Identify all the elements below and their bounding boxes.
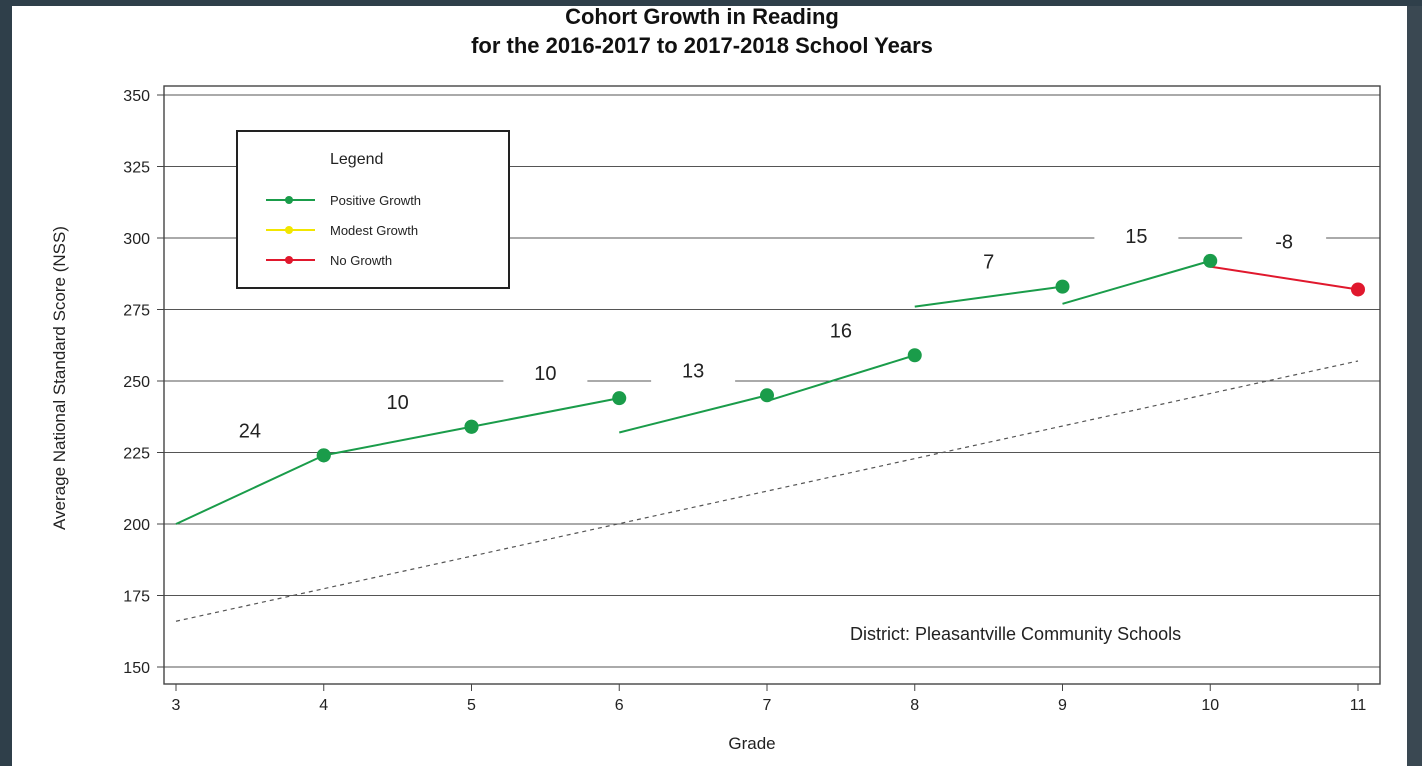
growth-label-bg-7 — [1094, 224, 1179, 249]
growth-label-2: 10 — [387, 392, 409, 414]
y-tick-label-300: 300 — [123, 231, 150, 248]
x-tick-label-6: 6 — [615, 697, 624, 714]
cohort-growth-chart: Cohort Growth in Reading for the 2016-20… — [50, 6, 1381, 753]
x-tick-label-3: 3 — [172, 697, 181, 714]
growth-label-1: 24 — [239, 420, 261, 442]
legend-title: Legend — [330, 151, 383, 168]
window-edge — [1407, 6, 1422, 766]
growth-label-7: 15 — [1125, 226, 1147, 248]
x-axis-ticks: 3 4 5 6 7 8 9 10 11 — [172, 684, 1367, 714]
legend: Legend Positive Growth Modest Growth No Gr… — [236, 130, 510, 289]
y-tick-label-250: 250 — [123, 374, 150, 391]
growth-segment-5 — [766, 354, 916, 402]
chart-title: Cohort Growth in Reading — [565, 6, 839, 29]
y-tick-label-200: 200 — [123, 517, 150, 534]
growth-label-bg-3 — [503, 362, 588, 387]
x-axis-label: Grade — [728, 734, 775, 753]
growth-label-6: 7 — [983, 252, 994, 274]
growth-segment-3 — [471, 397, 620, 428]
legend-items: Positive Growth Modest Growth No Growth — [266, 193, 421, 268]
growth-label-bg-5 — [798, 319, 883, 344]
reference-dotted-line — [175, 360, 1359, 622]
reference-line-group — [175, 360, 1359, 622]
legend-item-label-3: No Growth — [330, 253, 392, 268]
growth-label-bg-2 — [355, 390, 440, 415]
legend-swatch-dot-1 — [285, 196, 293, 204]
start-marker-3 — [464, 419, 479, 434]
growth-segment-4 — [619, 394, 768, 434]
end-marker-8 — [1351, 282, 1365, 297]
y-tick-label-175: 175 — [123, 589, 150, 606]
x-tick-label-7: 7 — [763, 697, 772, 714]
legend-swatch-dot-3 — [285, 256, 293, 264]
plot-area-border — [163, 85, 1381, 685]
x-tick-label-9: 9 — [1058, 697, 1067, 714]
y-tick-label-225: 225 — [123, 446, 150, 463]
chart-frame: Cohort Growth in Reading for the 2016-20… — [12, 6, 1407, 766]
growth-segment-6 — [914, 285, 1063, 308]
y-tick-label-275: 275 — [123, 303, 150, 320]
growth-label-bg-4 — [651, 359, 736, 384]
y-tick-label-350: 350 — [123, 88, 150, 105]
legend-box — [236, 130, 510, 289]
growth-label-bg-1 — [207, 419, 292, 444]
district-annotation: District: Pleasantville Community School… — [850, 624, 1181, 644]
x-tick-label-5: 5 — [467, 697, 476, 714]
legend-swatch-dot-2 — [285, 226, 293, 234]
x-tick-label-10: 10 — [1201, 697, 1219, 714]
legend-item-label-1: Positive Growth — [330, 193, 421, 208]
end-marker-4 — [760, 388, 774, 403]
end-marker-6 — [1055, 279, 1070, 294]
end-marker-3 — [612, 391, 627, 406]
growth-label-3: 10 — [534, 363, 556, 385]
y-tick-label-150: 150 — [123, 660, 150, 677]
end-marker-7 — [1203, 253, 1218, 268]
growth-segment-1 — [175, 454, 325, 525]
y-axis-ticks: 150 175 200 225 250 275 300 325 350 — [123, 88, 164, 677]
growth-segment-8 — [1210, 265, 1359, 291]
growth-segments — [175, 259, 1359, 525]
growth-label-4: 13 — [682, 360, 704, 382]
x-tick-label-11: 11 — [1350, 697, 1367, 714]
growth-segment-7 — [1062, 259, 1211, 305]
score-markers — [316, 253, 1365, 463]
legend-item-label-2: Modest Growth — [330, 223, 418, 238]
growth-label-bg-8 — [1242, 230, 1327, 255]
chart-subtitle: for the 2016-2017 to 2017-2018 School Ye… — [471, 33, 933, 58]
end-marker-5 — [907, 348, 922, 363]
y-tick-label-325: 325 — [123, 160, 150, 177]
growth-labels: 24 10 10 13 16 7 15 -8 — [207, 224, 1327, 444]
growth-label-5: 16 — [830, 320, 852, 342]
y-axis-label: Average National Standard Score (NSS) — [50, 226, 69, 530]
x-tick-label-4: 4 — [319, 697, 328, 714]
growth-label-8: -8 — [1275, 232, 1293, 254]
growth-label-bg-6 — [952, 250, 1025, 275]
x-tick-label-8: 8 — [910, 697, 919, 714]
start-marker-2 — [316, 448, 331, 463]
growth-segment-2 — [323, 425, 472, 457]
